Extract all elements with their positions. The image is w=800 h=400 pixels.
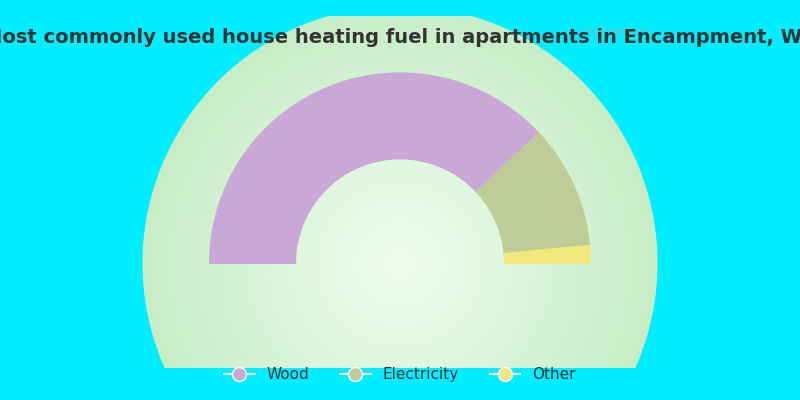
Circle shape <box>384 247 416 280</box>
Circle shape <box>329 192 471 335</box>
Circle shape <box>273 136 527 390</box>
Circle shape <box>381 244 419 283</box>
Circle shape <box>290 153 510 374</box>
Circle shape <box>326 188 474 338</box>
Polygon shape <box>210 73 538 263</box>
Circle shape <box>205 68 595 400</box>
Circle shape <box>241 104 559 400</box>
Circle shape <box>208 72 592 400</box>
Circle shape <box>348 211 452 315</box>
Circle shape <box>202 65 598 400</box>
Text: Most commonly used house heating fuel in apartments in Encampment, WY: Most commonly used house heating fuel in… <box>0 28 800 47</box>
Circle shape <box>318 182 482 345</box>
Circle shape <box>387 250 413 276</box>
Circle shape <box>364 228 436 299</box>
Circle shape <box>286 150 514 377</box>
Circle shape <box>257 120 543 400</box>
Circle shape <box>390 254 410 273</box>
Circle shape <box>397 260 403 267</box>
Circle shape <box>186 49 614 400</box>
Circle shape <box>309 172 491 354</box>
Circle shape <box>351 214 449 312</box>
Circle shape <box>195 58 605 400</box>
Circle shape <box>260 124 540 400</box>
Circle shape <box>172 36 628 400</box>
Circle shape <box>302 166 498 361</box>
Circle shape <box>221 84 579 400</box>
Circle shape <box>214 78 586 400</box>
Text: City-Data.com: City-Data.com <box>581 26 650 36</box>
Circle shape <box>270 133 530 394</box>
Circle shape <box>192 55 608 400</box>
Circle shape <box>374 237 426 289</box>
Circle shape <box>143 6 657 400</box>
Circle shape <box>283 146 517 380</box>
Circle shape <box>159 23 641 400</box>
Circle shape <box>315 179 485 348</box>
Circle shape <box>254 117 546 400</box>
Circle shape <box>250 114 550 400</box>
Circle shape <box>361 224 439 302</box>
Circle shape <box>358 221 442 306</box>
Circle shape <box>182 46 618 400</box>
Circle shape <box>176 39 624 400</box>
Circle shape <box>345 208 455 319</box>
Circle shape <box>218 81 582 400</box>
Circle shape <box>266 130 534 397</box>
Circle shape <box>146 10 654 400</box>
Circle shape <box>354 218 446 309</box>
Circle shape <box>296 159 504 367</box>
Polygon shape <box>476 133 590 254</box>
Circle shape <box>198 62 602 400</box>
Circle shape <box>153 16 647 400</box>
Circle shape <box>179 42 621 400</box>
Polygon shape <box>504 246 590 263</box>
Circle shape <box>166 29 634 400</box>
Circle shape <box>234 98 566 400</box>
Circle shape <box>169 32 631 400</box>
Circle shape <box>244 107 556 400</box>
Legend: Wood, Electricity, Other: Wood, Electricity, Other <box>218 361 582 388</box>
Circle shape <box>238 101 562 400</box>
Circle shape <box>247 110 553 400</box>
Circle shape <box>162 26 638 400</box>
Circle shape <box>342 205 458 322</box>
Circle shape <box>211 75 589 400</box>
Circle shape <box>277 140 523 387</box>
Circle shape <box>263 127 537 400</box>
Circle shape <box>225 88 575 400</box>
Circle shape <box>228 91 572 400</box>
Circle shape <box>293 156 507 371</box>
Circle shape <box>332 195 468 332</box>
Circle shape <box>335 198 465 328</box>
Circle shape <box>306 169 494 358</box>
Circle shape <box>150 13 650 400</box>
Circle shape <box>156 20 644 400</box>
Circle shape <box>280 143 520 384</box>
Circle shape <box>299 162 501 364</box>
Circle shape <box>338 202 462 325</box>
Circle shape <box>312 176 488 351</box>
Circle shape <box>189 52 611 400</box>
Circle shape <box>378 240 422 286</box>
Circle shape <box>367 231 433 296</box>
Circle shape <box>394 257 406 270</box>
Circle shape <box>370 234 430 293</box>
Circle shape <box>231 94 569 400</box>
Circle shape <box>322 185 478 341</box>
